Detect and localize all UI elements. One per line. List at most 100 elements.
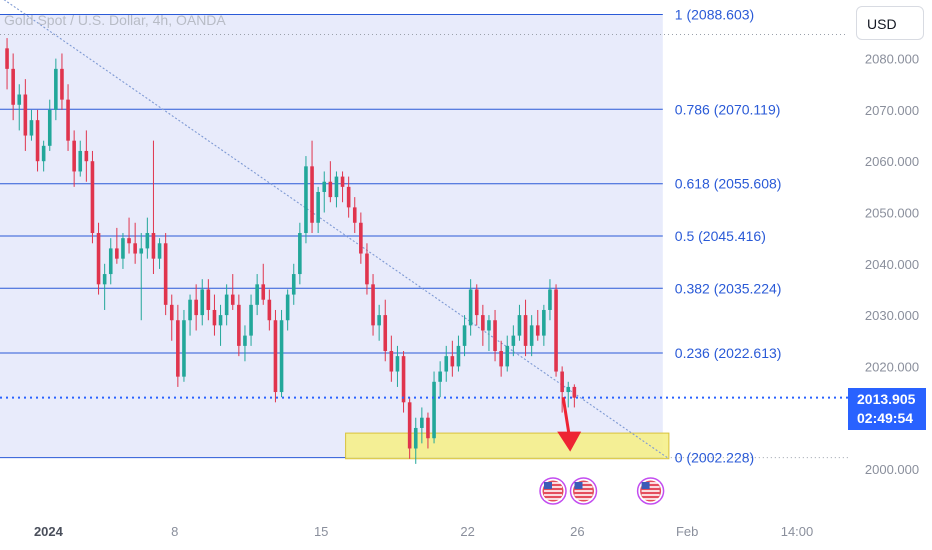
candle <box>487 320 491 331</box>
candle <box>493 320 497 352</box>
candle <box>23 94 28 136</box>
candle <box>322 181 327 192</box>
fib-level-label: 0.236 (2022.613) <box>675 345 782 361</box>
candle <box>188 299 192 321</box>
trendline[interactable] <box>3 0 670 460</box>
candle <box>47 109 52 146</box>
candle <box>108 248 113 275</box>
candle <box>450 356 455 367</box>
fib-level-label: 0.382 (2035.224) <box>675 280 782 296</box>
candle <box>346 186 351 208</box>
candle <box>139 248 144 254</box>
candle <box>407 402 412 449</box>
time-axis-label: 26 <box>570 524 584 539</box>
candle <box>35 120 40 162</box>
candle <box>194 299 198 316</box>
arrow-down-icon <box>557 431 582 452</box>
candle <box>383 315 388 352</box>
candle <box>548 289 552 310</box>
candle <box>145 233 150 249</box>
candle <box>267 299 272 321</box>
candle <box>395 356 400 372</box>
candle <box>230 294 235 305</box>
candle <box>474 289 479 316</box>
candle <box>523 315 528 346</box>
candle <box>29 120 34 136</box>
candle <box>328 181 333 198</box>
price-axis-label: 2020.000 <box>865 359 919 374</box>
candle <box>340 176 345 187</box>
us-flag-event-icon[interactable] <box>569 477 598 505</box>
candle <box>572 386 577 398</box>
time-axis-label: 2024 <box>34 524 64 539</box>
candle <box>377 315 381 326</box>
candle <box>505 345 510 367</box>
candle <box>133 243 137 254</box>
candle <box>5 48 9 69</box>
support-zone[interactable] <box>345 432 670 460</box>
candle <box>279 320 284 393</box>
fib-level-label: 0.5 (2045.416) <box>675 228 766 244</box>
candle <box>115 248 119 259</box>
candle <box>560 371 564 393</box>
candle <box>352 207 357 223</box>
current-price-value: 2013.905 <box>857 391 916 407</box>
candle <box>291 274 296 295</box>
candle <box>200 289 205 316</box>
candle <box>102 274 107 285</box>
candle <box>127 238 131 244</box>
us-flag-event-icon[interactable] <box>636 477 665 505</box>
forecast-arrow-layer <box>557 397 582 452</box>
candle <box>316 191 320 223</box>
candle <box>468 289 473 326</box>
candle <box>365 253 369 285</box>
candle <box>218 315 223 326</box>
candle <box>78 150 83 172</box>
candle <box>420 417 424 428</box>
candle <box>66 99 70 141</box>
candle <box>60 68 64 100</box>
candle <box>121 238 125 259</box>
time-axis: 2024 8 15 22 26 Feb 14:00 <box>34 524 813 539</box>
candles-layer <box>5 38 577 464</box>
candle <box>285 294 290 321</box>
candle <box>389 351 394 372</box>
candle <box>535 325 540 336</box>
candle <box>334 176 339 198</box>
candle <box>182 320 186 377</box>
event-markers-layer <box>539 477 665 505</box>
us-flag-event-icon[interactable] <box>539 477 567 505</box>
candle <box>237 304 241 346</box>
candle <box>206 289 211 310</box>
candle <box>444 356 449 372</box>
candle <box>542 309 546 336</box>
candle <box>169 304 174 321</box>
candle <box>371 284 375 326</box>
price-axis-label: 2030.000 <box>865 308 919 323</box>
candle <box>310 166 314 223</box>
price-axis-label: 2070.000 <box>865 103 919 118</box>
fib-labels-layer: 1 (2088.603) 0.786 (2070.119) 0.618 (2055.… <box>675 6 782 465</box>
candle <box>255 284 259 305</box>
candle <box>273 320 278 393</box>
fib-level-label: 0.786 (2070.119) <box>675 101 781 117</box>
candle <box>212 309 217 326</box>
candle <box>249 304 253 336</box>
currency-button[interactable]: USD <box>856 6 924 40</box>
candle <box>438 371 442 382</box>
bar-countdown: 02:49:54 <box>857 410 914 426</box>
candle <box>401 356 406 403</box>
candle <box>163 243 168 305</box>
candle <box>529 325 534 346</box>
candle <box>41 145 46 162</box>
price-axis-label: 2000.000 <box>865 462 919 477</box>
fib-level-label: 0.618 (2055.608) <box>675 176 782 192</box>
candle <box>304 166 308 234</box>
candle <box>554 289 558 372</box>
symbol-title: Gold Spot / U.S. Dollar, 4h, OANDA <box>4 12 226 28</box>
price-axis-label: 2040.000 <box>865 257 919 272</box>
candle <box>84 150 89 162</box>
candle <box>17 94 22 105</box>
price-axis-label: 2080.000 <box>865 52 919 67</box>
